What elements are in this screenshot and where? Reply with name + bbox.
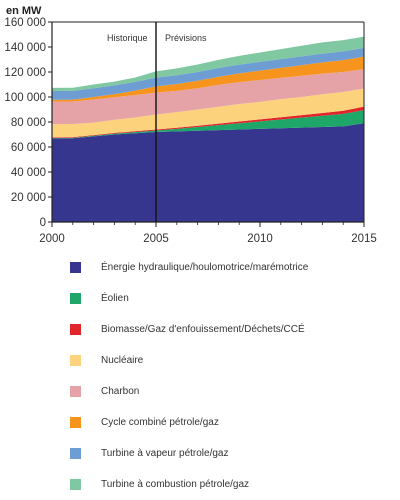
legend-swatch (70, 293, 81, 304)
area-series-1 (52, 110, 364, 139)
legend-item: Nucléaire (70, 345, 390, 376)
y-tick-label: 160 000 (4, 17, 46, 29)
legend-label: Énergie hydraulique/houlomotrice/marémot… (101, 262, 309, 273)
area-series-5 (52, 56, 364, 102)
annotation-forecast: Prévisions (165, 33, 207, 43)
legend-swatch (70, 448, 81, 459)
legend-item: Biomasse/Gaz d'enfouissement/Déchets/CCÉ (70, 314, 390, 345)
legend-label: Éolien (101, 293, 129, 304)
legend-item: Turbine à combustion pétrole/gaz (70, 469, 390, 500)
y-tick-label: 120 000 (4, 67, 46, 79)
x-tick-label: 2010 (247, 233, 273, 245)
legend: Énergie hydraulique/houlomotrice/marémot… (70, 252, 390, 500)
legend-label: Biomasse/Gaz d'enfouissement/Déchets/CCÉ (101, 324, 305, 335)
stacked-area-chart: 0 20 000 40 000 60 000 80 000 100 000 120 000 1… (4, 5, 376, 245)
legend-swatch (70, 386, 81, 397)
y-tick-label: 80 000 (11, 117, 46, 129)
legend-label: Charbon (101, 386, 140, 397)
area-layers (52, 36, 364, 222)
annotation-historical: Historique (107, 33, 148, 43)
legend-swatch (70, 262, 81, 273)
legend-swatch (70, 479, 81, 490)
y-tick-label: 0 (40, 217, 46, 229)
y-tick-label: 100 000 (4, 92, 46, 104)
y-tick-label: 20 000 (11, 192, 46, 204)
legend-item: Turbine à vapeur pétrole/gaz (70, 438, 390, 469)
area-series-0 (52, 123, 364, 222)
area-series-7 (52, 36, 364, 91)
area-series-6 (52, 47, 364, 100)
y-tick-label: 60 000 (11, 142, 46, 154)
x-tick-label: 2000 (39, 233, 65, 245)
legend-item: Charbon (70, 376, 390, 407)
legend-swatch (70, 417, 81, 428)
x-tick-label: 2005 (143, 233, 169, 245)
legend-swatch (70, 355, 81, 366)
area-series-4 (52, 69, 364, 125)
legend-item: Énergie hydraulique/houlomotrice/marémot… (70, 252, 390, 283)
y-tick-label: 140 000 (4, 42, 46, 54)
legend-label: Nucléaire (101, 355, 144, 366)
area-series-3 (52, 88, 364, 138)
axes: 0 20 000 40 000 60 000 80 000 100 000 120 000 1… (4, 17, 376, 245)
legend-label: Turbine à vapeur pétrole/gaz (101, 448, 229, 459)
legend-item: Éolien (70, 283, 390, 314)
legend-swatch (70, 324, 81, 335)
legend-item: Cycle combiné pétrole/gaz (70, 407, 390, 438)
x-tick-label: 2015 (351, 233, 377, 245)
y-tick-label: 40 000 (11, 167, 46, 179)
legend-label: Cycle combiné pétrole/gaz (101, 417, 219, 428)
y-axis-label: en MW (6, 5, 42, 17)
legend-label: Turbine à combustion pétrole/gaz (101, 479, 250, 490)
